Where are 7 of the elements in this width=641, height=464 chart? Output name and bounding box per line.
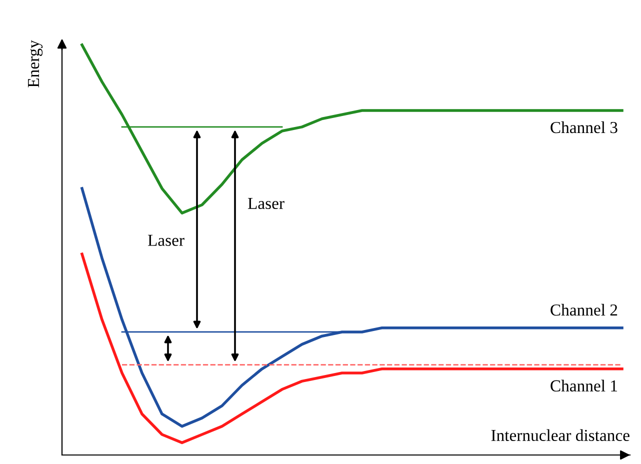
annotation: Laser — [248, 198, 284, 210]
y-axis-title: Energy — [28, 40, 43, 88]
series-label: Channel 2 — [550, 304, 618, 316]
x-axis-title: Internuclear distance — [491, 429, 630, 442]
series-label: Channel 1 — [550, 380, 617, 392]
annotation: Laser — [148, 234, 184, 246]
series-label: Channel 3 — [550, 121, 618, 134]
